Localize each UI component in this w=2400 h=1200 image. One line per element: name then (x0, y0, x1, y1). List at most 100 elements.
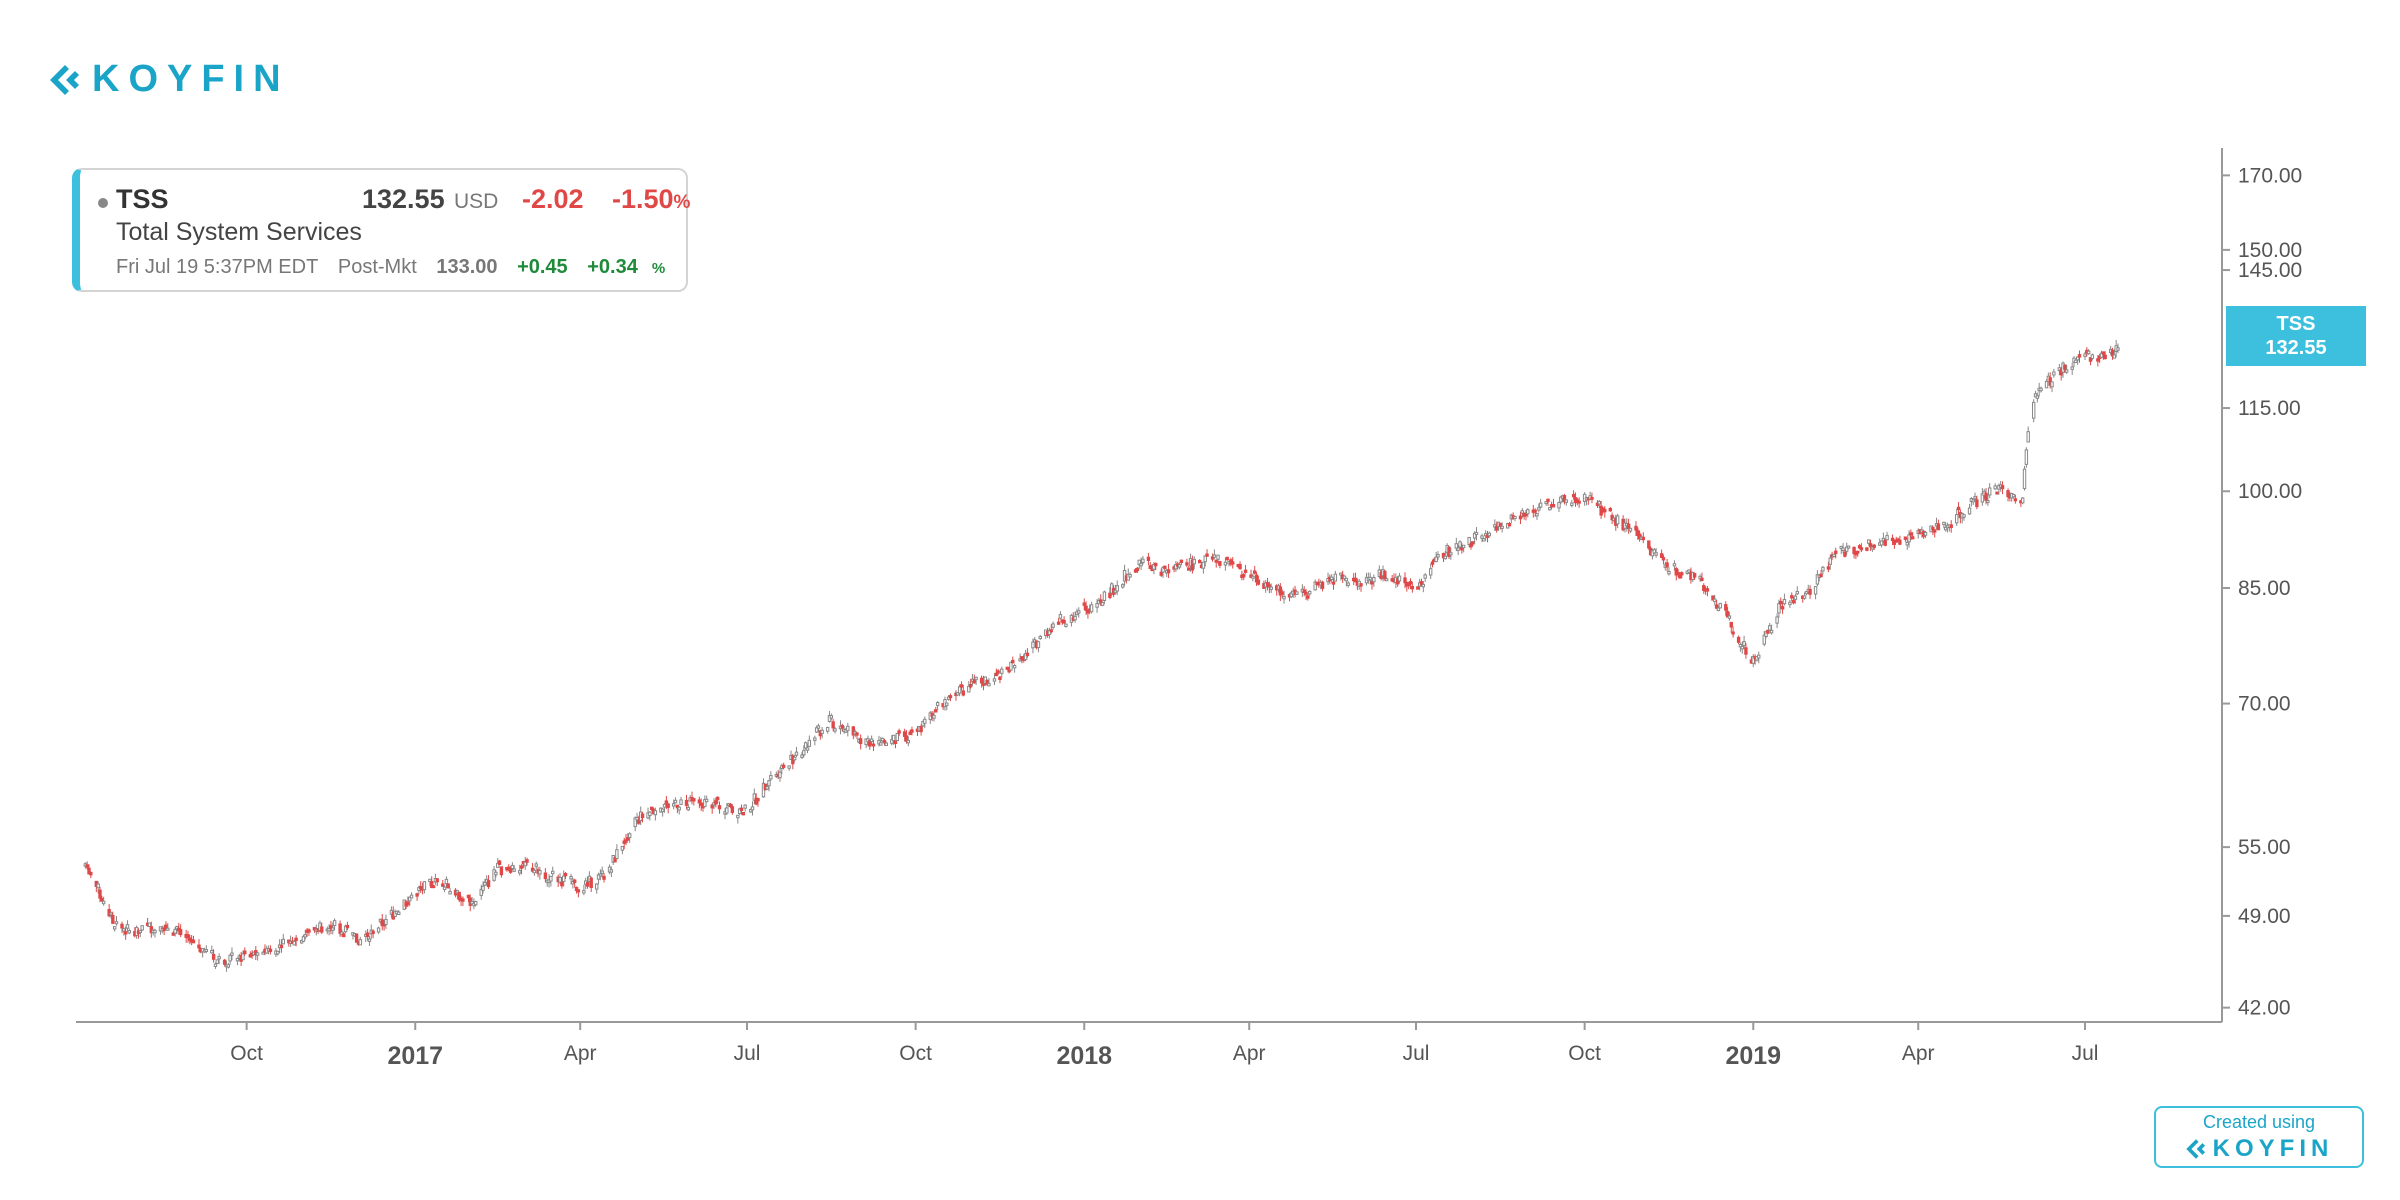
candle (442, 885, 447, 893)
candle (1383, 569, 1387, 581)
candle (343, 924, 348, 934)
candle (1757, 651, 1761, 664)
candle (2090, 353, 2095, 361)
candle (910, 726, 914, 736)
candle (882, 738, 887, 746)
y-tick-label: 70.00 (2238, 693, 2291, 716)
candle (1333, 570, 1338, 582)
candle (640, 811, 645, 823)
chart-axes (76, 148, 2223, 1023)
candle (1265, 577, 1270, 591)
candle (261, 950, 265, 955)
candle (358, 936, 362, 946)
candle (1089, 601, 1094, 614)
candle (2052, 368, 2056, 378)
candle (714, 797, 718, 808)
candle (2022, 465, 2027, 491)
candle (1509, 513, 1514, 524)
candle (1949, 520, 1953, 533)
x-tick-label: 2017 (387, 1042, 443, 1070)
candle (530, 863, 535, 873)
candle (1544, 501, 1548, 506)
candle (1742, 635, 1746, 649)
post-market-price: 133.00 (436, 256, 498, 278)
candle (697, 796, 702, 809)
candle (354, 933, 359, 943)
candle (474, 900, 478, 907)
candle (1082, 598, 1086, 610)
candle (1102, 590, 1107, 605)
candle (125, 920, 130, 932)
candle (649, 806, 654, 812)
candle (371, 929, 375, 939)
candle (825, 726, 830, 734)
candle (1879, 540, 1884, 548)
candle (1408, 578, 1413, 590)
candle (345, 921, 350, 931)
candle (1421, 581, 1426, 593)
candle (1256, 575, 1261, 586)
candle (1251, 573, 1255, 582)
candle (840, 723, 845, 732)
candle (1058, 611, 1063, 620)
candle (2006, 488, 2010, 502)
candle (1890, 534, 1895, 545)
candle (871, 739, 876, 752)
candle (1865, 547, 1869, 552)
candle (972, 674, 976, 684)
candle (1267, 581, 1272, 594)
candle (499, 866, 504, 878)
candle (1073, 611, 1077, 623)
candle (2083, 351, 2087, 361)
candle (1815, 570, 1820, 586)
candle (660, 808, 665, 817)
candle (1537, 503, 1541, 513)
y-tick-label: 170.00 (2238, 164, 2302, 187)
candle (466, 894, 471, 903)
ticker-symbol: TSS (116, 184, 169, 214)
candle (1344, 577, 1349, 587)
candle (1397, 573, 1402, 584)
x-tick-label: Jul (2072, 1042, 2099, 1065)
candle (1834, 547, 1838, 559)
candle (1456, 545, 1460, 556)
candle (543, 868, 548, 883)
candle (1782, 593, 1787, 606)
candle (332, 918, 337, 931)
candle (213, 962, 218, 969)
candle (1304, 589, 1308, 601)
candle (327, 924, 331, 936)
candle (816, 723, 821, 732)
candle (833, 726, 837, 734)
candle (739, 804, 744, 815)
candle (279, 939, 284, 953)
candle (1339, 572, 1343, 581)
candle (2013, 494, 2018, 504)
x-tick-label: Oct (1568, 1042, 1601, 1065)
candle (2112, 349, 2117, 359)
candle (1122, 564, 1127, 587)
candle (1447, 545, 1451, 559)
candle (1659, 549, 1664, 558)
candle (1702, 583, 1706, 594)
candle (255, 952, 260, 961)
candle (241, 950, 245, 961)
candle (558, 872, 562, 885)
candle (569, 873, 573, 885)
candle (690, 791, 694, 805)
candle (497, 859, 502, 866)
quote-info-box: TSS 132.55 USD -2.02 -1.50% Total System… (72, 168, 690, 292)
candle (814, 725, 819, 734)
x-tick-label: Apr (1902, 1042, 1935, 1065)
candle (1868, 539, 1873, 551)
candle (123, 926, 128, 940)
candle (1205, 549, 1209, 557)
candle (1615, 513, 1620, 529)
candle (1423, 573, 1427, 582)
created-using-badge[interactable]: Created using KOYFIN (2154, 1106, 2364, 1168)
candle (532, 868, 537, 876)
candle (1223, 557, 1228, 571)
candle (1986, 494, 1990, 506)
candle (627, 832, 632, 843)
